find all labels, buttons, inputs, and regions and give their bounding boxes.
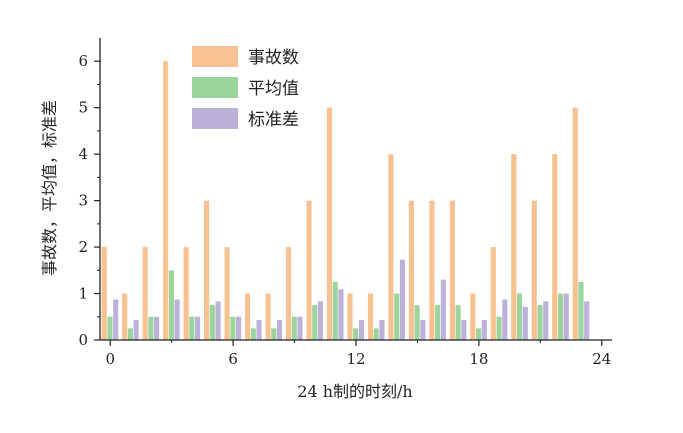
bar-1-8 xyxy=(271,328,277,340)
bar-2-9 xyxy=(297,316,303,340)
bar-0-14 xyxy=(388,154,394,340)
x-tick-label-4: 24 xyxy=(592,350,611,368)
bars-layer xyxy=(101,61,590,340)
bar-0-18 xyxy=(470,293,476,340)
bar-1-6 xyxy=(230,316,236,340)
y-tick-label-4: 4 xyxy=(78,145,88,163)
bar-0-5 xyxy=(204,200,210,340)
bar-1-7 xyxy=(250,328,256,340)
bar-2-20 xyxy=(522,307,528,340)
bar-2-5 xyxy=(215,301,221,340)
bar-2-11 xyxy=(338,289,344,340)
bar-1-11 xyxy=(332,281,338,340)
legend-label-2: 标准差 xyxy=(248,110,299,130)
bar-0-17 xyxy=(449,200,455,340)
bar-2-21 xyxy=(543,301,549,340)
bar-1-4 xyxy=(189,316,195,340)
bar-1-15 xyxy=(414,305,420,340)
bar-2-4 xyxy=(195,316,201,340)
x-tick-label-3: 18 xyxy=(469,350,488,368)
bar-2-14 xyxy=(399,259,405,340)
bar-0-7 xyxy=(245,293,251,340)
bar-0-3 xyxy=(163,61,169,340)
bar-0-10 xyxy=(306,200,312,340)
bar-0-8 xyxy=(265,293,271,340)
bar-1-21 xyxy=(537,305,543,340)
bar-2-18 xyxy=(481,320,487,340)
bar-0-19 xyxy=(490,247,496,340)
bar-0-12 xyxy=(347,293,353,340)
bar-2-7 xyxy=(256,320,262,340)
bar-0-16 xyxy=(429,200,435,340)
bar-1-9 xyxy=(291,316,297,340)
bar-1-1 xyxy=(127,328,133,340)
bar-1-17 xyxy=(455,305,461,340)
bar-1-14 xyxy=(394,293,400,340)
bar-1-12 xyxy=(353,328,359,340)
y-tick-label-3: 3 xyxy=(78,192,88,210)
bar-1-13 xyxy=(373,328,379,340)
bar-2-17 xyxy=(461,320,467,340)
bar-2-8 xyxy=(276,320,283,340)
bar-1-2 xyxy=(148,316,154,340)
bar-1-3 xyxy=(168,270,174,340)
bar-2-3 xyxy=(174,299,180,340)
bar-2-1 xyxy=(133,320,139,340)
bar-1-18 xyxy=(476,328,482,340)
bar-2-13 xyxy=(379,320,385,340)
bar-0-20 xyxy=(511,154,517,340)
legend-swatch-0 xyxy=(192,46,238,67)
x-tick-label-1: 6 xyxy=(228,350,238,368)
bar-0-21 xyxy=(531,200,537,340)
bar-0-23 xyxy=(572,107,578,340)
bar-2-22 xyxy=(563,293,569,340)
bar-1-23 xyxy=(578,281,584,340)
y-tick-label-1: 1 xyxy=(78,285,88,303)
bar-0-9 xyxy=(285,247,292,340)
bar-2-2 xyxy=(154,316,160,340)
bar-1-22 xyxy=(557,293,564,340)
bar-0-13 xyxy=(367,293,374,340)
bar-2-12 xyxy=(358,320,364,340)
bar-0-15 xyxy=(408,200,414,340)
legend-label-1: 平均值 xyxy=(248,79,299,99)
bar-1-5 xyxy=(209,305,215,340)
bar-0-4 xyxy=(183,247,189,340)
bar-1-19 xyxy=(496,316,502,340)
bar-2-6 xyxy=(235,316,242,340)
y-tick-label-2: 2 xyxy=(78,238,88,256)
x-axis-label: 24 h制的时刻/h xyxy=(297,382,412,401)
bar-0-2 xyxy=(142,247,148,340)
legend-label-0: 事故数 xyxy=(248,48,299,68)
y-axis-label: 事故数，平均值，标准差 xyxy=(40,100,59,276)
y-tick-label-0: 0 xyxy=(78,331,88,349)
bar-0-6 xyxy=(224,247,230,340)
y-tick-label-5: 5 xyxy=(78,99,88,117)
legend-swatch-2 xyxy=(192,108,238,129)
bar-0-22 xyxy=(552,154,558,340)
bar-0-11 xyxy=(326,107,333,340)
bar-2-0 xyxy=(113,299,119,340)
bar-2-15 xyxy=(420,320,426,340)
bar-1-0 xyxy=(107,316,113,340)
bar-2-16 xyxy=(440,279,446,340)
y-tick-label-6: 6 xyxy=(78,52,88,70)
x-tick-label-0: 0 xyxy=(105,350,115,368)
bar-1-10 xyxy=(312,305,318,340)
bar-2-19 xyxy=(502,299,508,340)
bar-0-0 xyxy=(101,247,107,340)
bar-2-10 xyxy=(317,301,324,340)
bar-1-20 xyxy=(516,293,523,340)
bar-0-1 xyxy=(122,293,128,340)
legend-swatch-1 xyxy=(192,77,238,98)
x-tick-label-2: 12 xyxy=(346,350,365,368)
bar-2-23 xyxy=(584,301,590,340)
bar-1-16 xyxy=(435,305,441,340)
